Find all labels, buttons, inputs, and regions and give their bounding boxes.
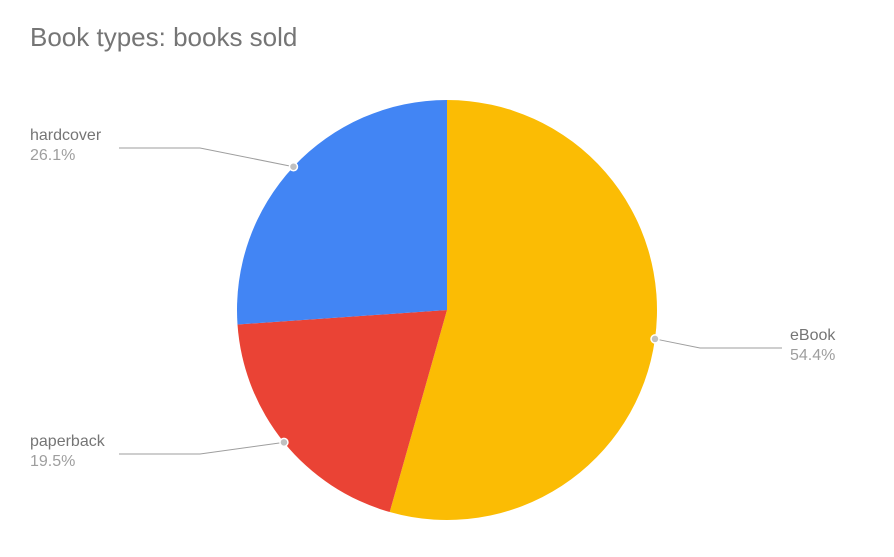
leader-line-hardcover bbox=[119, 148, 293, 167]
pie-label-hardcover: hardcover26.1% bbox=[30, 126, 101, 166]
leader-dot-ebook bbox=[651, 335, 659, 343]
pie-label-name: eBook bbox=[790, 326, 835, 346]
leader-dot-paperback bbox=[280, 438, 288, 446]
pie-label-ebook: eBook54.4% bbox=[790, 326, 835, 366]
pie-label-pct: 54.4% bbox=[790, 346, 835, 366]
pie-label-pct: 26.1% bbox=[30, 146, 101, 166]
pie-label-paperback: paperback19.5% bbox=[30, 432, 105, 472]
pie-svg bbox=[0, 0, 894, 557]
pie-slice-hardcover bbox=[237, 100, 447, 325]
pie-chart: Book types: books sold eBook54.4%paperba… bbox=[0, 0, 894, 557]
pie-label-pct: 19.5% bbox=[30, 452, 105, 472]
leader-dot-hardcover bbox=[289, 163, 297, 171]
pie-label-name: paperback bbox=[30, 432, 105, 452]
leader-line-ebook bbox=[655, 339, 782, 348]
pie-label-name: hardcover bbox=[30, 126, 101, 146]
leader-line-paperback bbox=[119, 442, 284, 454]
